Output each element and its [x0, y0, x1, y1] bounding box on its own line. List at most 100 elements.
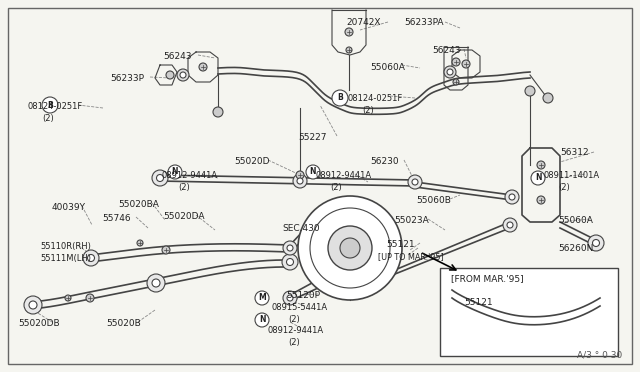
- Text: [UP TO MAR.'95]: [UP TO MAR.'95]: [378, 252, 444, 261]
- Circle shape: [29, 301, 37, 309]
- Circle shape: [296, 171, 304, 179]
- Text: 08912-9441A: 08912-9441A: [268, 326, 324, 335]
- Circle shape: [306, 165, 320, 179]
- Circle shape: [598, 298, 606, 306]
- Circle shape: [287, 245, 293, 251]
- Circle shape: [293, 174, 307, 188]
- Circle shape: [507, 222, 513, 228]
- Text: 08124-0251F: 08124-0251F: [28, 102, 83, 111]
- Circle shape: [177, 69, 189, 81]
- Text: (2): (2): [288, 315, 300, 324]
- Text: (2): (2): [362, 106, 374, 115]
- Circle shape: [180, 72, 186, 78]
- Bar: [440, 268, 618, 356]
- Circle shape: [593, 293, 611, 311]
- Circle shape: [310, 208, 390, 288]
- Text: 56243: 56243: [432, 46, 461, 55]
- Text: 55020B: 55020B: [106, 319, 141, 328]
- Circle shape: [509, 194, 515, 200]
- Circle shape: [287, 259, 294, 266]
- Text: 56243: 56243: [163, 52, 191, 61]
- Circle shape: [137, 240, 143, 246]
- Circle shape: [505, 190, 519, 204]
- Circle shape: [168, 165, 182, 179]
- Circle shape: [297, 178, 303, 184]
- Circle shape: [543, 93, 553, 103]
- Circle shape: [593, 240, 600, 247]
- Circle shape: [443, 285, 461, 303]
- Circle shape: [283, 241, 297, 255]
- Text: 08911-1401A: 08911-1401A: [544, 171, 600, 180]
- Circle shape: [340, 238, 360, 258]
- Circle shape: [162, 246, 170, 254]
- Text: B: B: [47, 100, 53, 109]
- Circle shape: [408, 175, 422, 189]
- Circle shape: [283, 291, 297, 305]
- Text: 55023A: 55023A: [394, 216, 429, 225]
- Text: 08915-5441A: 08915-5441A: [272, 303, 328, 312]
- Circle shape: [346, 47, 352, 53]
- Circle shape: [453, 79, 459, 85]
- Circle shape: [152, 279, 160, 287]
- Circle shape: [83, 250, 99, 266]
- Text: 55020BA: 55020BA: [118, 200, 159, 209]
- Text: (2): (2): [330, 183, 342, 192]
- Circle shape: [537, 161, 545, 169]
- Circle shape: [537, 196, 545, 204]
- Text: N: N: [172, 167, 179, 176]
- Circle shape: [447, 69, 453, 75]
- Text: 08912-9441A: 08912-9441A: [162, 171, 218, 180]
- Circle shape: [328, 226, 372, 270]
- Text: N: N: [535, 173, 541, 183]
- Text: 55746: 55746: [102, 214, 131, 223]
- Circle shape: [452, 58, 460, 66]
- Text: 56233PA: 56233PA: [404, 18, 444, 27]
- Circle shape: [287, 295, 293, 301]
- Text: 56260N: 56260N: [558, 244, 593, 253]
- Circle shape: [444, 66, 456, 78]
- Text: 55020DB: 55020DB: [18, 319, 60, 328]
- Text: 55020DA: 55020DA: [163, 212, 205, 221]
- Text: (2): (2): [178, 183, 189, 192]
- Circle shape: [525, 86, 535, 96]
- Circle shape: [166, 71, 174, 79]
- Text: 55121: 55121: [464, 298, 493, 307]
- Circle shape: [255, 313, 269, 327]
- Text: 40039Y: 40039Y: [52, 203, 86, 212]
- Text: 55060A: 55060A: [370, 63, 405, 72]
- Text: 55120P: 55120P: [286, 291, 320, 300]
- Text: 55110R(RH): 55110R(RH): [40, 242, 91, 251]
- Text: 55227: 55227: [298, 133, 326, 142]
- Circle shape: [412, 179, 418, 185]
- Circle shape: [24, 296, 42, 314]
- Circle shape: [255, 291, 269, 305]
- Circle shape: [199, 63, 207, 71]
- Text: 55111M(LH): 55111M(LH): [40, 254, 91, 263]
- Text: (2): (2): [42, 114, 54, 123]
- Text: A/3 ° 0 30: A/3 ° 0 30: [577, 351, 622, 360]
- Text: N: N: [310, 167, 316, 176]
- Text: 56233P: 56233P: [110, 74, 144, 83]
- Circle shape: [345, 28, 353, 36]
- Circle shape: [86, 294, 94, 302]
- Circle shape: [282, 254, 298, 270]
- Circle shape: [147, 274, 165, 292]
- Circle shape: [503, 218, 517, 232]
- Text: 55060A: 55060A: [558, 216, 593, 225]
- Circle shape: [88, 254, 95, 262]
- Circle shape: [462, 60, 470, 68]
- Circle shape: [531, 171, 545, 185]
- Text: (2): (2): [288, 338, 300, 347]
- Circle shape: [42, 97, 58, 113]
- Text: 55060B: 55060B: [416, 196, 451, 205]
- Text: 20742X: 20742X: [346, 18, 381, 27]
- Text: 08124-0251F: 08124-0251F: [348, 94, 403, 103]
- Text: M: M: [258, 294, 266, 302]
- Text: B: B: [337, 93, 343, 103]
- Text: 55020D: 55020D: [234, 157, 269, 166]
- Text: [FROM MAR.'95]: [FROM MAR.'95]: [451, 274, 524, 283]
- Text: 56230: 56230: [370, 157, 399, 166]
- Circle shape: [332, 90, 348, 106]
- Text: 55121: 55121: [386, 240, 415, 249]
- Text: 56312: 56312: [560, 148, 589, 157]
